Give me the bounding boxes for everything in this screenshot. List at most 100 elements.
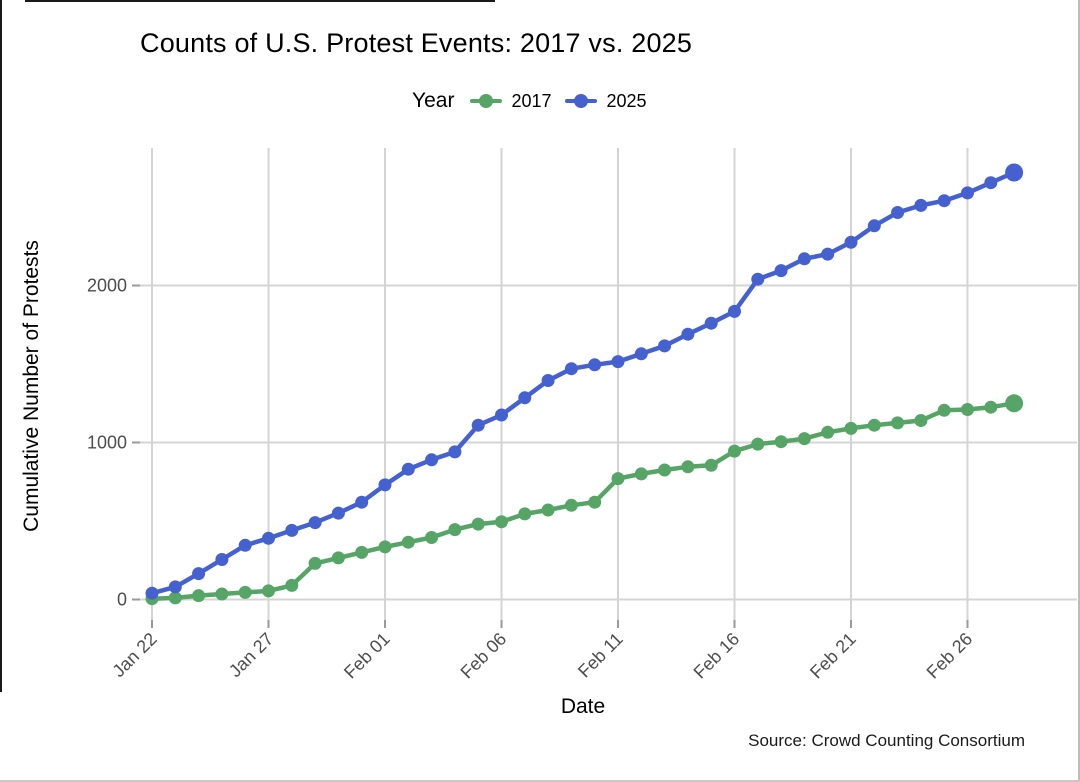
data-point-2025 — [658, 339, 672, 353]
data-point-2017 — [541, 503, 555, 517]
data-point-2025 — [168, 580, 182, 594]
data-point-2017 — [1005, 394, 1024, 413]
x-tick-label: Feb 26 — [923, 629, 977, 683]
x-tick-label: Feb 06 — [457, 629, 511, 683]
data-point-2017 — [844, 421, 858, 435]
data-point-2017 — [984, 400, 998, 414]
y-tick-label: 2000 — [87, 276, 127, 296]
series-line-2017 — [151, 401, 1015, 601]
data-point-2025 — [331, 506, 345, 520]
data-point-2025 — [425, 453, 439, 467]
image-border-bottom — [0, 780, 1080, 782]
legend-label-2017: 2017 — [511, 90, 552, 111]
data-point-2017 — [471, 517, 485, 531]
image-border-left — [0, 0, 2, 692]
x-tick-label: Feb 01 — [340, 629, 394, 683]
data-point-2025 — [588, 358, 602, 372]
data-point-2025 — [448, 445, 462, 459]
y-tick-label: 0 — [117, 590, 127, 610]
data-point-2025 — [728, 304, 741, 318]
data-point-2025 — [262, 531, 275, 545]
data-point-2025 — [867, 219, 881, 233]
y-axis-title: Cumulative Number of Protests — [20, 240, 43, 532]
data-point-2017 — [867, 418, 881, 432]
legend: Year 2017 2025 — [412, 86, 647, 116]
data-point-2025 — [378, 478, 392, 492]
image-border-top — [25, 0, 495, 2]
x-tick-label: Feb 21 — [806, 629, 860, 683]
data-point-2025 — [518, 391, 532, 405]
data-point-2017 — [937, 403, 951, 417]
image-border-right — [1078, 0, 1080, 782]
data-point-2025 — [937, 194, 951, 208]
data-point-2025 — [821, 247, 835, 261]
source-note: Source: Crowd Counting Consortium — [748, 731, 1025, 750]
data-point-2017 — [704, 458, 718, 472]
data-point-2017 — [518, 507, 532, 521]
data-point-2025 — [774, 264, 788, 278]
data-point-2017 — [821, 425, 835, 439]
data-point-2017 — [355, 545, 369, 559]
data-point-2017 — [308, 556, 322, 570]
data-point-2017 — [168, 591, 182, 605]
x-tick-label: Feb 16 — [690, 629, 744, 683]
legend-marker-2017-icon — [470, 93, 503, 109]
data-point-2025 — [215, 553, 229, 566]
x-tick-label: Jan 22 — [108, 629, 160, 681]
data-point-2025 — [751, 272, 765, 286]
data-point-2025 — [541, 374, 555, 387]
data-point-2017 — [681, 460, 695, 474]
data-point-2025 — [401, 462, 415, 476]
data-point-2025 — [1005, 163, 1024, 182]
data-point-2025 — [355, 495, 369, 509]
data-point-2017 — [588, 495, 602, 509]
data-point-2017 — [285, 578, 299, 592]
data-point-2025 — [984, 176, 998, 190]
x-tick-label: Jan 27 — [225, 629, 277, 681]
data-point-2017 — [914, 414, 928, 427]
data-point-2017 — [961, 403, 974, 416]
data-point-2025 — [891, 206, 905, 219]
data-point-2017 — [378, 540, 392, 554]
x-axis-title: Date — [560, 695, 606, 718]
data-point-2017 — [192, 589, 206, 603]
data-point-2017 — [728, 444, 741, 458]
data-point-2017 — [611, 472, 625, 486]
data-point-2025 — [495, 408, 508, 422]
data-point-2017 — [215, 587, 229, 601]
data-point-2017 — [262, 584, 275, 598]
data-point-2025 — [681, 327, 695, 341]
data-point-2017 — [425, 531, 439, 544]
data-point-2025 — [145, 586, 159, 600]
data-point-2017 — [774, 435, 788, 449]
data-point-2017 — [448, 523, 462, 537]
data-point-2017 — [634, 467, 648, 481]
chart-title: Counts of U.S. Protest Events: 2017 vs. … — [140, 28, 693, 58]
series-line-2025 — [151, 170, 1016, 596]
data-point-2025 — [285, 523, 299, 537]
data-point-2025 — [704, 316, 718, 330]
data-point-2017 — [238, 585, 252, 599]
data-point-2017 — [401, 535, 415, 549]
data-point-2025 — [797, 252, 811, 266]
data-point-2017 — [564, 498, 578, 512]
data-point-2025 — [634, 347, 648, 361]
data-point-2025 — [471, 418, 485, 432]
data-point-2017 — [797, 432, 811, 446]
data-point-2025 — [238, 538, 252, 552]
x-tick-label: Feb 11 — [574, 629, 627, 682]
data-point-2017 — [658, 463, 672, 477]
data-point-2017 — [891, 416, 905, 430]
data-point-2025 — [914, 198, 928, 212]
data-point-2017 — [495, 515, 508, 529]
legend-label-2025: 2025 — [606, 90, 647, 111]
legend-item-2017: 2017 — [470, 91, 551, 112]
legend-title: Year — [412, 89, 455, 112]
legend-item-2025: 2025 — [565, 90, 647, 112]
data-point-2017 — [331, 551, 345, 565]
data-point-2025 — [611, 355, 625, 369]
legend-marker-2025-icon — [565, 93, 598, 109]
y-tick-label: 1000 — [87, 433, 127, 453]
